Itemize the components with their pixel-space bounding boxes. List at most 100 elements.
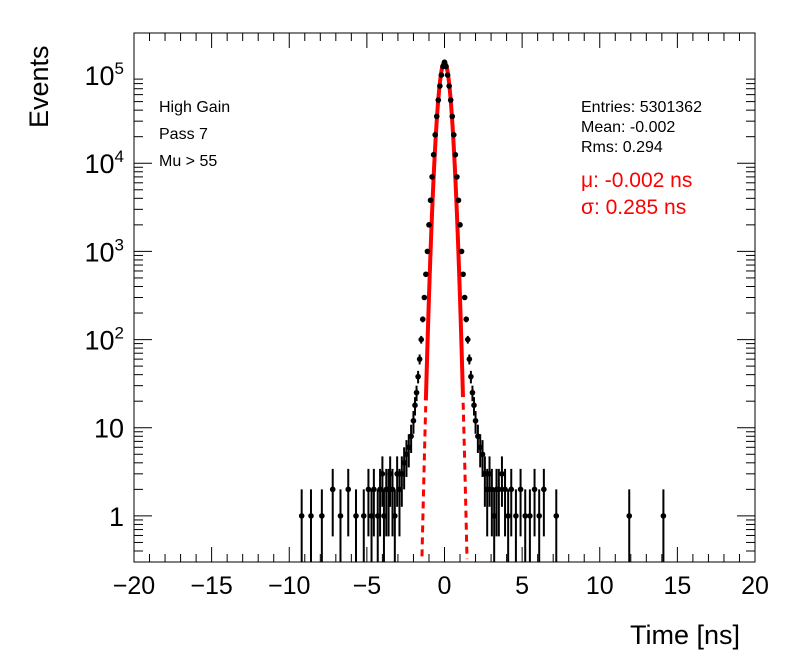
data-point xyxy=(508,486,515,493)
data-point xyxy=(471,402,477,409)
data-point xyxy=(433,113,440,120)
data-point xyxy=(527,513,533,519)
data-point xyxy=(441,59,448,65)
data-point xyxy=(531,486,538,493)
data-point xyxy=(472,417,479,424)
y-tick-label: 103 xyxy=(84,235,124,267)
data-point xyxy=(421,294,428,301)
data-point xyxy=(438,72,445,78)
data-point xyxy=(353,513,359,519)
data-point xyxy=(416,356,423,362)
data-point xyxy=(452,151,459,158)
data-point xyxy=(536,513,543,519)
data-point xyxy=(426,222,432,228)
data-point xyxy=(412,402,418,409)
data-point xyxy=(451,132,457,138)
fit-core xyxy=(423,60,465,401)
data-point xyxy=(460,271,466,278)
data-point xyxy=(392,513,398,519)
data-point xyxy=(463,316,470,323)
data-point xyxy=(308,513,314,519)
label-high-gain: High Gain xyxy=(159,99,231,116)
data-point xyxy=(522,513,529,519)
data-point xyxy=(298,513,305,519)
data-point xyxy=(432,132,438,138)
label-pass: Pass 7 xyxy=(159,126,208,143)
data-point xyxy=(447,97,454,103)
data-point xyxy=(424,248,431,255)
data-point xyxy=(419,316,426,323)
data-point xyxy=(446,83,452,89)
fit-mu: μ: -0.002 ns xyxy=(581,169,693,192)
data-point xyxy=(430,151,437,158)
data-point xyxy=(371,486,377,493)
data-point xyxy=(413,389,420,396)
data-point xyxy=(466,356,473,362)
data-point xyxy=(496,486,502,493)
data-point xyxy=(337,513,344,519)
data-point xyxy=(345,486,352,493)
data-point xyxy=(379,471,386,477)
data-point xyxy=(423,271,429,278)
data-point xyxy=(468,373,474,380)
data-point xyxy=(415,373,421,380)
data-point xyxy=(513,513,519,519)
data-point xyxy=(429,174,435,180)
x-tick-label: 0 xyxy=(438,572,452,600)
data-point xyxy=(469,389,476,396)
x-axis-label: Time [ns] xyxy=(630,620,741,650)
data-point xyxy=(443,63,449,70)
data-point xyxy=(418,336,425,343)
stats-mean: Mean: -0.002 xyxy=(581,119,676,136)
data-point xyxy=(499,471,505,477)
y-tick-label: 104 xyxy=(84,147,124,179)
x-tick-label: 5 xyxy=(515,572,529,600)
data-point xyxy=(437,83,443,89)
y-tick-label: 102 xyxy=(84,324,124,356)
data-point xyxy=(626,513,633,519)
data-point xyxy=(319,513,325,519)
x-tick-label: −15 xyxy=(190,572,232,600)
data-point xyxy=(365,486,372,493)
x-tick-label: −5 xyxy=(353,572,382,600)
data-point xyxy=(457,222,463,228)
data-point xyxy=(427,197,434,204)
data-point xyxy=(408,433,414,440)
data-point xyxy=(505,513,511,519)
stats-rms: Rms: 0.294 xyxy=(581,139,663,156)
y-tick-label: 10 xyxy=(94,414,124,444)
label-mu-cut: Mu > 55 xyxy=(159,153,218,170)
x-tick-label: −20 xyxy=(113,572,155,600)
data-point xyxy=(461,294,468,301)
data-point xyxy=(329,486,336,493)
fit-tail-left xyxy=(420,406,428,557)
data-point xyxy=(502,486,508,493)
data-point xyxy=(435,97,442,103)
data-point xyxy=(553,513,560,519)
data-points xyxy=(298,59,667,562)
data-point xyxy=(660,513,667,519)
x-tick-label: 10 xyxy=(586,572,614,600)
x-tick-label: 15 xyxy=(663,572,691,600)
stats-entries: Entries: 5301362 xyxy=(581,99,702,116)
y-tick-label: 1 xyxy=(109,502,124,532)
data-point xyxy=(517,486,524,493)
data-point xyxy=(360,513,367,519)
gaussian-fit-curve xyxy=(420,60,469,560)
data-point xyxy=(454,174,460,180)
y-axis-label: Events xyxy=(24,45,54,128)
data-point xyxy=(541,486,547,493)
data-point xyxy=(479,451,486,458)
x-tick-label: 20 xyxy=(741,572,769,600)
data-point xyxy=(410,417,417,424)
data-point xyxy=(444,72,451,78)
data-point xyxy=(449,113,456,120)
data-point xyxy=(464,336,471,343)
data-point xyxy=(458,248,465,255)
data-point xyxy=(455,197,462,204)
axes: −20 −15 −10 −5 0 5 10 15 20 1 10 102 103 104 105 xyxy=(84,32,769,600)
fit-sigma: σ: 0.285 ns xyxy=(581,196,687,219)
x-tick-label: −10 xyxy=(268,572,310,600)
fit-tail-right xyxy=(461,402,469,560)
